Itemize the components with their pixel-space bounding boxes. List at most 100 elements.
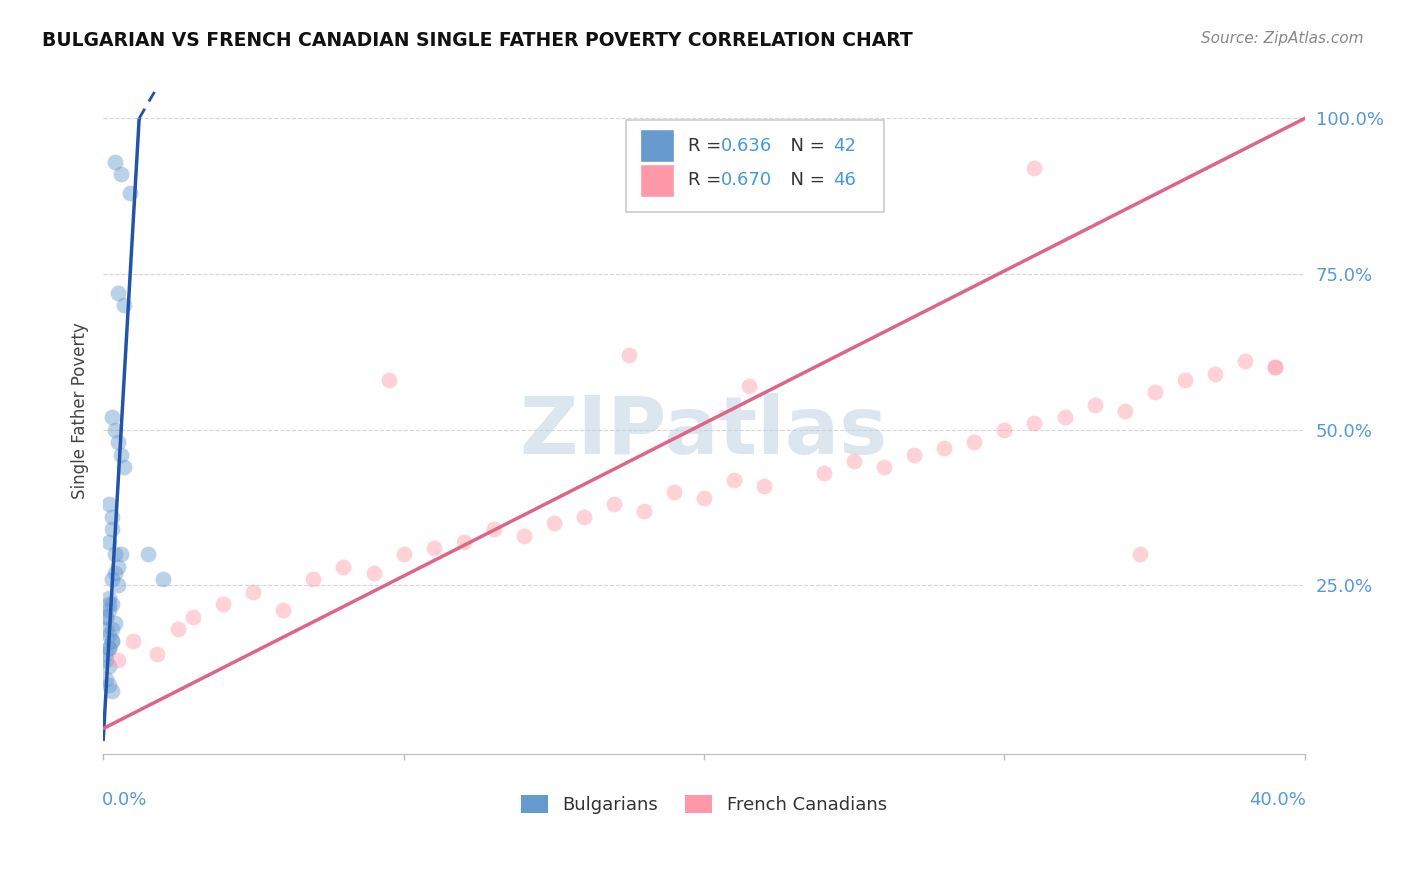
Point bbox=[94, 647, 117, 661]
Point bbox=[107, 435, 129, 450]
Point bbox=[693, 491, 716, 506]
Point bbox=[392, 547, 415, 561]
Point bbox=[738, 379, 761, 393]
Point bbox=[844, 454, 866, 468]
Text: N =: N = bbox=[779, 137, 830, 155]
Point bbox=[633, 503, 655, 517]
Point bbox=[101, 522, 124, 536]
Point bbox=[110, 167, 132, 181]
Point bbox=[543, 516, 565, 530]
Point bbox=[98, 498, 121, 512]
Point bbox=[963, 435, 986, 450]
Point bbox=[107, 559, 129, 574]
Point bbox=[377, 373, 399, 387]
Point bbox=[1264, 360, 1286, 375]
FancyBboxPatch shape bbox=[640, 164, 673, 196]
Text: BULGARIAN VS FRENCH CANADIAN SINGLE FATHER POVERTY CORRELATION CHART: BULGARIAN VS FRENCH CANADIAN SINGLE FATH… bbox=[42, 31, 912, 50]
Point bbox=[993, 423, 1015, 437]
Point bbox=[98, 603, 121, 617]
Text: 40.0%: 40.0% bbox=[1249, 791, 1306, 809]
Point bbox=[101, 634, 124, 648]
Point bbox=[152, 572, 174, 586]
Text: Source: ZipAtlas.com: Source: ZipAtlas.com bbox=[1201, 31, 1364, 46]
Point bbox=[1264, 360, 1286, 375]
Point bbox=[98, 628, 121, 642]
Point bbox=[94, 609, 117, 624]
Point bbox=[104, 566, 127, 580]
Point bbox=[107, 653, 129, 667]
Point bbox=[662, 485, 685, 500]
Legend: Bulgarians, French Canadians: Bulgarians, French Canadians bbox=[512, 786, 896, 823]
Text: ZIPatlas: ZIPatlas bbox=[520, 392, 889, 471]
Point bbox=[242, 584, 264, 599]
Point bbox=[120, 186, 142, 200]
Point bbox=[873, 460, 896, 475]
Point bbox=[110, 448, 132, 462]
Point bbox=[94, 609, 117, 624]
Point bbox=[422, 541, 444, 555]
Point bbox=[101, 597, 124, 611]
Point bbox=[1174, 373, 1197, 387]
Point bbox=[107, 285, 129, 300]
Point bbox=[903, 448, 925, 462]
Point bbox=[98, 534, 121, 549]
Point bbox=[934, 442, 956, 456]
Text: 0.0%: 0.0% bbox=[101, 791, 148, 809]
Point bbox=[98, 640, 121, 655]
Point bbox=[101, 684, 124, 698]
Point bbox=[112, 460, 135, 475]
Point bbox=[146, 647, 169, 661]
Point bbox=[617, 348, 640, 362]
Text: R =: R = bbox=[689, 137, 727, 155]
Point bbox=[332, 559, 354, 574]
Point bbox=[1129, 547, 1152, 561]
Point bbox=[94, 622, 117, 636]
Point bbox=[512, 528, 534, 542]
Point bbox=[112, 298, 135, 312]
Point bbox=[723, 473, 745, 487]
Point bbox=[98, 659, 121, 673]
Point bbox=[167, 622, 190, 636]
Point bbox=[98, 678, 121, 692]
Point bbox=[94, 653, 117, 667]
Point bbox=[1024, 417, 1046, 431]
Text: 0.670: 0.670 bbox=[721, 171, 772, 189]
Point bbox=[107, 578, 129, 592]
Point bbox=[1024, 161, 1046, 176]
Point bbox=[273, 603, 295, 617]
Point bbox=[101, 410, 124, 425]
Point bbox=[1143, 385, 1166, 400]
Point bbox=[603, 498, 626, 512]
Point bbox=[1233, 354, 1256, 368]
FancyBboxPatch shape bbox=[640, 129, 673, 162]
Point bbox=[212, 597, 235, 611]
Text: 42: 42 bbox=[832, 137, 856, 155]
Point bbox=[94, 672, 117, 686]
Point bbox=[104, 423, 127, 437]
Text: N =: N = bbox=[779, 171, 830, 189]
Point bbox=[98, 591, 121, 605]
Point bbox=[1053, 410, 1076, 425]
Point bbox=[101, 622, 124, 636]
Point bbox=[101, 509, 124, 524]
Text: 0.636: 0.636 bbox=[721, 137, 772, 155]
Point bbox=[482, 522, 505, 536]
Point bbox=[122, 634, 145, 648]
Point bbox=[98, 597, 121, 611]
Point bbox=[453, 534, 475, 549]
Text: 46: 46 bbox=[832, 171, 855, 189]
Point bbox=[1204, 367, 1226, 381]
Point bbox=[363, 566, 385, 580]
Point bbox=[572, 509, 595, 524]
Point bbox=[752, 479, 775, 493]
Y-axis label: Single Father Poverty: Single Father Poverty bbox=[72, 323, 89, 500]
Point bbox=[1114, 404, 1136, 418]
Point bbox=[1083, 398, 1105, 412]
Text: R =: R = bbox=[689, 171, 727, 189]
Point bbox=[98, 640, 121, 655]
Point bbox=[110, 547, 132, 561]
Point bbox=[181, 609, 204, 624]
Point bbox=[101, 634, 124, 648]
Point bbox=[302, 572, 325, 586]
Point bbox=[813, 467, 835, 481]
